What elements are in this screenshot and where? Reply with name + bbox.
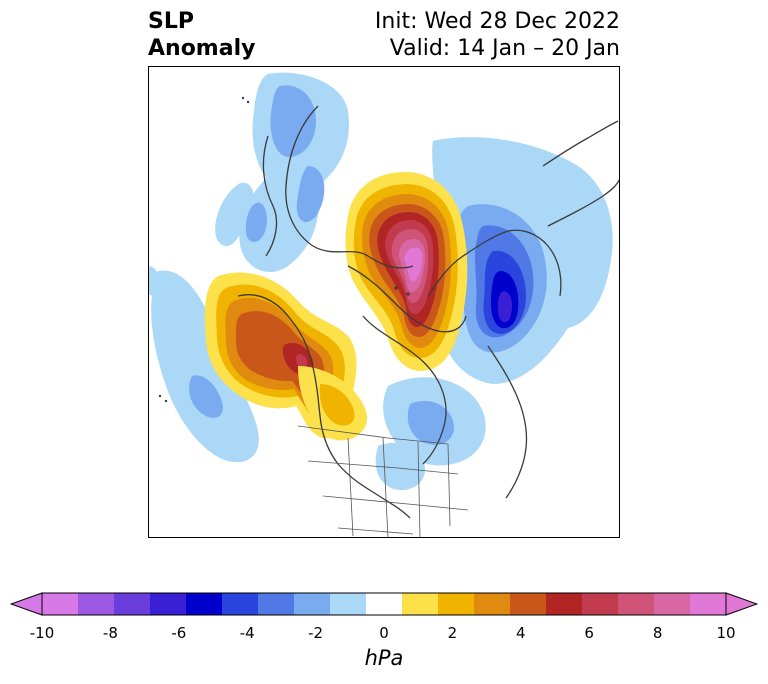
- colorbar-swatch: [366, 593, 403, 615]
- valid-range: Valid: 14 Jan – 20 Jan: [389, 36, 620, 61]
- map-border: [148, 66, 620, 538]
- colorbar-swatch: [546, 593, 583, 615]
- colorbar-swatch: [222, 593, 259, 615]
- colorbar-swatch: [654, 593, 691, 615]
- colorbar-swatch: [186, 593, 223, 615]
- colorbar-tick-label: -2: [308, 624, 324, 642]
- graticule-islands: [158, 96, 410, 403]
- colorbar-tick-label: 10: [716, 624, 736, 642]
- colorbar-swatch: [42, 593, 79, 615]
- pacific-negative-anomaly: [148, 266, 259, 463]
- colorbar-frame: [41, 592, 727, 616]
- colorbar-unit-label: hPa: [364, 646, 404, 670]
- forecast-dates: Init: Wed 28 Dec 2022 Valid: 14 Jan – 20…: [375, 8, 620, 62]
- title-line-2: Anomaly: [148, 36, 256, 61]
- colorbar-swatch: [474, 593, 511, 615]
- init-date: Init: Wed 28 Dec 2022: [374, 9, 620, 34]
- colorbar: [9, 588, 759, 620]
- colorbar-tick-label: 4: [516, 624, 526, 642]
- map-svg: [148, 66, 620, 538]
- colorbar-swatch: [438, 593, 475, 615]
- colorbar-swatch: [582, 593, 619, 615]
- colorbar-swatch: [258, 593, 295, 615]
- slp-anomaly-map: [148, 66, 620, 538]
- western-na-positive-anomaly: [298, 366, 368, 441]
- colorbar-min-extend: [9, 592, 43, 616]
- colorbar-swatch: [618, 593, 655, 615]
- colorbar-swatch: [330, 593, 367, 615]
- colorbar-tick-label: -4: [239, 624, 255, 642]
- colorbar-swatch: [402, 593, 439, 615]
- colorbar-swatch: [78, 593, 115, 615]
- colorbar-svg: [9, 592, 759, 616]
- colorbar-swatch: [510, 593, 547, 615]
- colorbar-tick-label: -10: [29, 624, 55, 642]
- map-title: SLP Anomaly: [148, 8, 255, 62]
- us-state-borders: [297, 425, 469, 538]
- colorbar-max-extend: [725, 592, 759, 616]
- colorbar-swatch: [150, 593, 187, 615]
- colorbar-tick-label: -8: [102, 624, 118, 642]
- colorbar-swatch: [294, 593, 331, 615]
- colorbar-tick-label: 8: [652, 624, 663, 642]
- title-line-1: SLP: [148, 9, 194, 34]
- colorbar-swatch: [690, 593, 727, 615]
- colorbar-tick-label: 6: [584, 624, 594, 642]
- colorbar-tick-label: 2: [447, 624, 458, 642]
- europe-negative-anomaly: [215, 72, 349, 273]
- asia-negative-anomaly: [432, 137, 613, 384]
- coastlines: [237, 105, 620, 519]
- colorbar-tick-label: -6: [171, 624, 187, 642]
- arctic-positive-anomaly: [345, 171, 468, 371]
- atlantic-negative-anomaly: [375, 377, 486, 491]
- colorbar-tick-label: 0: [379, 624, 389, 642]
- colorbar-swatch: [114, 593, 151, 615]
